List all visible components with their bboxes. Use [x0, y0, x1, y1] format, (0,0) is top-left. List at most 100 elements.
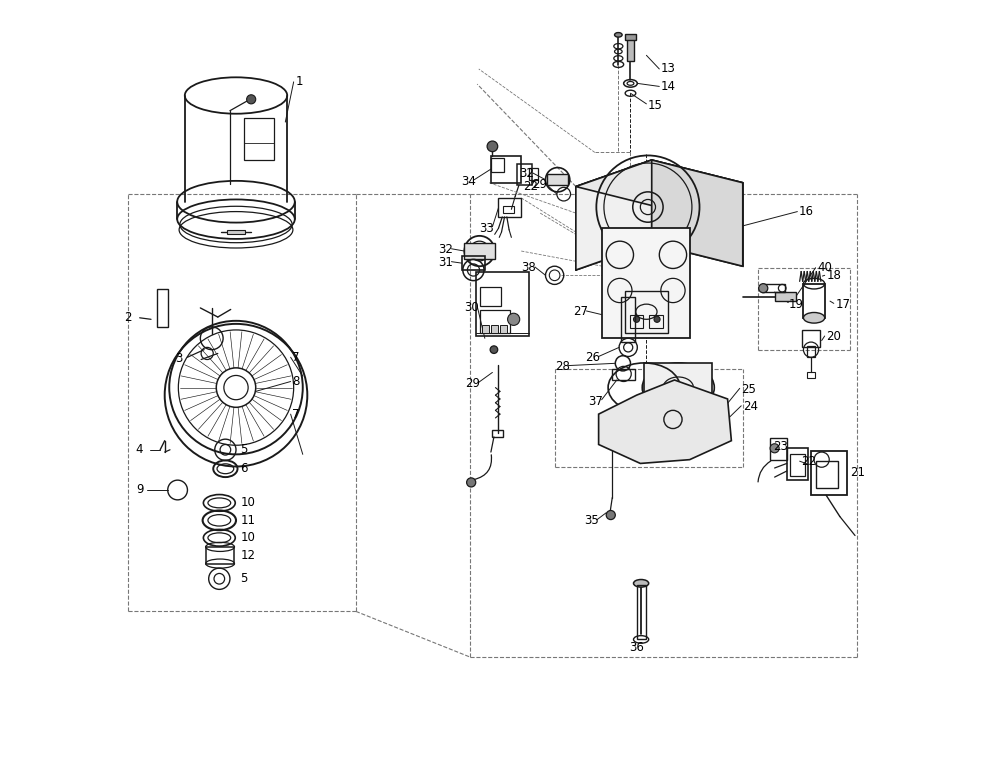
Text: 32: 32 [519, 167, 534, 180]
Ellipse shape [634, 580, 649, 587]
Bar [547, 174, 568, 185]
Bar [612, 369, 635, 380]
Bar [464, 243, 495, 258]
Text: 26: 26 [585, 351, 600, 364]
Bar [625, 34, 636, 40]
Bar [480, 310, 510, 333]
Bar [492, 430, 503, 437]
Bar [480, 287, 501, 306]
Text: 30: 30 [464, 302, 479, 315]
Polygon shape [599, 380, 731, 464]
Bar [762, 284, 785, 292]
Bar [602, 228, 690, 338]
Text: 9: 9 [136, 483, 143, 496]
Text: 12: 12 [241, 549, 256, 562]
Polygon shape [576, 160, 743, 209]
Bar [625, 291, 668, 333]
Text: 17: 17 [835, 298, 850, 311]
Circle shape [508, 313, 520, 325]
Bar [790, 454, 805, 476]
Bar [503, 205, 514, 213]
Circle shape [247, 95, 256, 104]
Text: 7: 7 [292, 407, 300, 420]
Bar [491, 159, 504, 173]
Text: 35: 35 [584, 514, 599, 527]
Polygon shape [652, 160, 743, 266]
Bar [498, 198, 521, 217]
Bar [491, 325, 498, 333]
Text: 13: 13 [661, 62, 676, 75]
Bar [482, 325, 489, 333]
Text: 29: 29 [532, 178, 547, 191]
Text: 10: 10 [241, 531, 255, 544]
Text: 1: 1 [295, 75, 303, 88]
Text: 6: 6 [241, 462, 248, 475]
Circle shape [487, 141, 498, 152]
Text: 14: 14 [661, 80, 676, 93]
Circle shape [467, 478, 476, 487]
Text: 7: 7 [292, 351, 300, 364]
Circle shape [770, 444, 779, 453]
Text: 32: 32 [438, 243, 453, 256]
Bar [462, 256, 485, 270]
Bar [644, 363, 712, 412]
Text: 15: 15 [648, 99, 663, 112]
Bar [621, 296, 635, 342]
Ellipse shape [803, 312, 825, 323]
Bar [775, 292, 796, 301]
Ellipse shape [615, 33, 622, 37]
Bar [517, 164, 532, 185]
Circle shape [490, 346, 498, 353]
Bar [500, 325, 507, 333]
Text: 34: 34 [461, 175, 476, 188]
Bar [476, 271, 529, 336]
Bar [637, 585, 646, 639]
Text: 5: 5 [241, 443, 248, 456]
Text: 24: 24 [743, 400, 758, 413]
Bar [206, 547, 234, 564]
Text: 8: 8 [292, 375, 300, 388]
Bar [816, 461, 838, 488]
Text: 28: 28 [555, 359, 570, 373]
Circle shape [606, 511, 615, 520]
Text: 27: 27 [573, 306, 588, 318]
Text: 18: 18 [826, 269, 841, 282]
Text: 10: 10 [241, 496, 255, 509]
Text: 38: 38 [522, 261, 536, 274]
Text: 40: 40 [817, 261, 832, 274]
Bar [811, 451, 847, 496]
Text: 22: 22 [801, 455, 816, 468]
Bar [227, 230, 245, 233]
Bar [807, 372, 815, 378]
Text: 22: 22 [523, 180, 538, 193]
Bar [627, 39, 634, 62]
Text: 4: 4 [136, 443, 143, 456]
Bar [802, 330, 820, 347]
Polygon shape [576, 160, 652, 270]
Text: 16: 16 [799, 205, 814, 218]
Text: 19: 19 [788, 298, 803, 311]
Text: 5: 5 [241, 572, 248, 585]
Bar [157, 289, 168, 327]
Text: 36: 36 [629, 641, 644, 654]
Circle shape [654, 316, 660, 322]
Circle shape [759, 283, 768, 293]
Text: 29: 29 [465, 377, 480, 391]
Text: 2: 2 [124, 312, 132, 325]
Text: 25: 25 [741, 382, 756, 396]
Text: 3: 3 [175, 352, 183, 366]
Bar [770, 439, 787, 460]
Bar [787, 448, 808, 480]
Text: 37: 37 [588, 394, 603, 408]
Circle shape [634, 316, 640, 322]
Bar [630, 315, 643, 328]
Text: 31: 31 [438, 256, 453, 269]
Text: 23: 23 [773, 440, 788, 453]
Bar [803, 283, 825, 318]
Bar [649, 315, 663, 328]
Bar [529, 169, 538, 180]
Text: 20: 20 [826, 330, 841, 343]
Text: 33: 33 [479, 222, 494, 235]
Text: 21: 21 [850, 466, 865, 479]
Bar [491, 157, 521, 182]
